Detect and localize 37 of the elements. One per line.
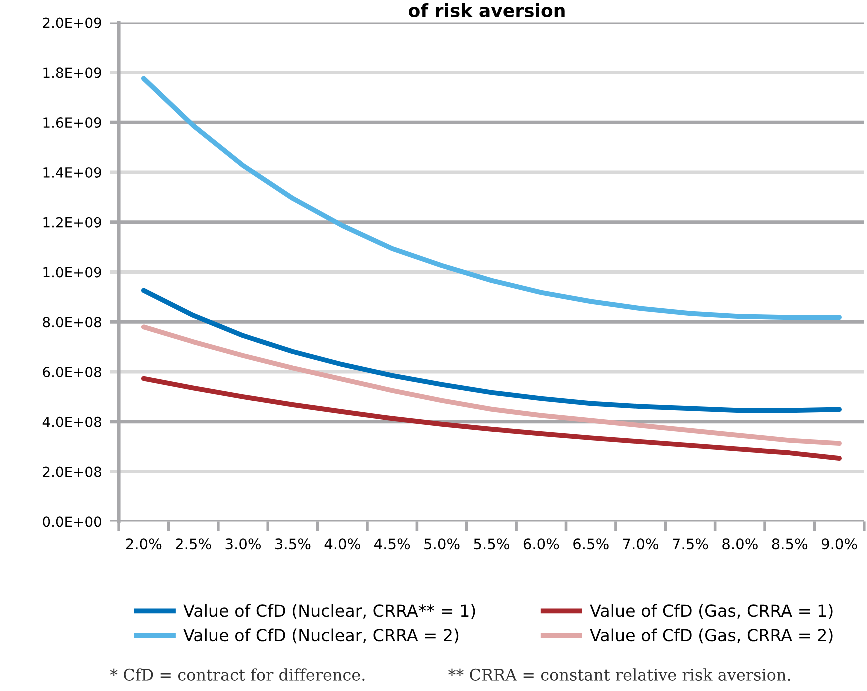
- x-tick-label: 4.5%: [374, 538, 410, 550]
- x-tick-label: 3.0%: [226, 538, 261, 550]
- y-tick-label: 1.2E+09: [44, 217, 102, 228]
- x-tick-label: 8.5%: [772, 538, 808, 550]
- legend-label: Value of CfD (Nuclear, CRRA = 2): [184, 628, 459, 644]
- y-tick-label: 2.0E+08: [43, 466, 102, 478]
- line-series: [141, 76, 842, 320]
- y-tick-label: 1.6E+09: [44, 118, 102, 128]
- x-tick-label: 6.0%: [524, 538, 560, 550]
- y-tick-label: 4.0E+08: [42, 416, 102, 428]
- x-tick-label: 7.0%: [623, 538, 659, 550]
- x-tick-label: 9.0%: [822, 538, 858, 550]
- text: * CfD = contract for difference.: [110, 668, 365, 681]
- text: ** CRRA = constant relative risk aversion.: [448, 668, 790, 681]
- y-tick-label: 6.0E+08: [43, 367, 102, 378]
- legend-label: Value of CfD (Nuclear, CRRA** = 1): [184, 604, 476, 620]
- line-series: [141, 376, 842, 462]
- y-tick-label: 1.8E+09: [44, 68, 102, 78]
- y-tick-label: 1.4E+09: [44, 167, 102, 178]
- x-tick-label: 3.5%: [276, 538, 311, 550]
- y-tick-label: 1.0E+09: [44, 267, 102, 278]
- legend-label: Value of CfD (Gas, CRRA = 2): [590, 628, 833, 644]
- x-tick-label: 4.0%: [324, 538, 360, 550]
- y-tick-label: 8.0E+08: [43, 317, 102, 328]
- x-tick-label: 5.5%: [474, 538, 510, 550]
- x-tick-label: 2.5%: [176, 538, 212, 550]
- line-series: [141, 288, 842, 414]
- y-tick-label: 2.0E+09: [43, 18, 102, 28]
- x-tick-label: 5.0%: [424, 538, 460, 550]
- x-tick-label: 8.0%: [722, 538, 758, 550]
- line-series: [141, 324, 842, 446]
- x-tick-label: 2.0%: [126, 538, 162, 550]
- chart-title: of risk aversion: [409, 4, 565, 18]
- y-tick-label: 0.0E+00: [43, 516, 102, 528]
- x-tick-label: 6.5%: [574, 538, 609, 550]
- legend-label: Value of CfD (Gas, CRRA = 1): [590, 604, 833, 620]
- x-tick-label: 7.5%: [673, 538, 708, 550]
